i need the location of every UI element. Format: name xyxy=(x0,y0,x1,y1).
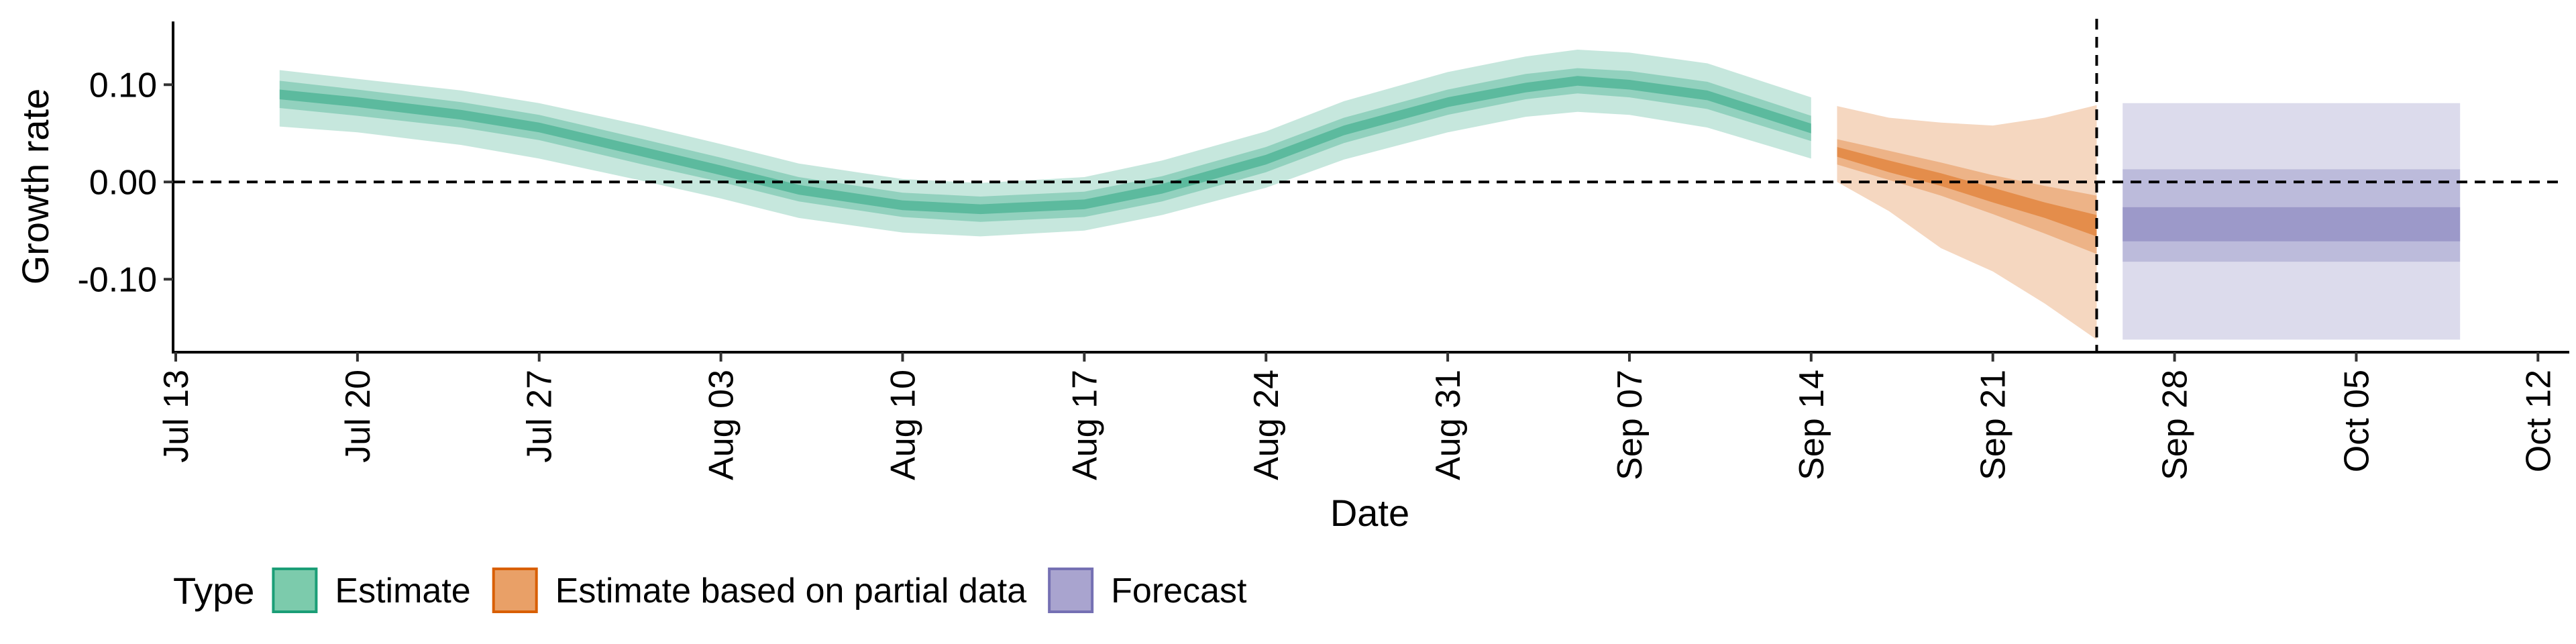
series-2 xyxy=(2123,103,2461,340)
legend-label-2: Forecast xyxy=(1111,572,1247,610)
legend-title: Type xyxy=(173,570,254,612)
legend: Type Estimate Estimate based on partial da… xyxy=(173,568,1247,613)
y-tick-label-0: 0.10 xyxy=(89,66,157,105)
x-tick-label-1: Jul 20 xyxy=(339,370,378,463)
y-tick-label-2: -0.10 xyxy=(77,260,157,299)
x-tick-label-4: Aug 10 xyxy=(884,370,923,480)
series-1 xyxy=(1837,105,2097,340)
legend-key-2 xyxy=(1048,568,1094,613)
x-tick-label-8: Sep 07 xyxy=(1611,370,1650,480)
legend-key-0 xyxy=(272,568,318,613)
band-50-series-2 xyxy=(2123,169,2461,262)
legend-label-0: Estimate xyxy=(335,572,470,610)
y-tick-label-1: 0.00 xyxy=(89,163,157,202)
band-20-series-0 xyxy=(279,76,1811,215)
legend-label-1: Estimate based on partial data xyxy=(555,572,1027,610)
x-axis-title: Date xyxy=(1330,492,1409,534)
reference-lines xyxy=(174,19,2564,352)
axes xyxy=(172,21,2569,354)
band-50-series-0 xyxy=(279,68,1811,222)
band-50-series-1 xyxy=(1837,139,2097,254)
y-axis-title: Growth rate xyxy=(14,89,56,285)
band-90-series-0 xyxy=(279,50,1811,237)
x-tick-label-0: Jul 13 xyxy=(157,370,196,463)
x-tick-label-6: Aug 24 xyxy=(1247,370,1286,480)
band-90-series-2 xyxy=(2123,103,2461,340)
series-0 xyxy=(279,50,1811,237)
tick-layer: 0.10 0.00 -0.10 Jul 13 Jul 20 Jul 27 Aug 03 Aug… xyxy=(77,66,2558,480)
x-tick-label-11: Sep 28 xyxy=(2156,370,2195,480)
x-tick-label-12: Oct 05 xyxy=(2337,370,2376,472)
x-tick-label-3: Aug 03 xyxy=(702,370,741,480)
band-90-series-1 xyxy=(1837,105,2097,340)
x-tick-label-9: Sep 14 xyxy=(1792,370,1831,480)
x-tick-label-13: Oct 12 xyxy=(2519,370,2558,472)
band-20-series-1 xyxy=(1837,147,2097,237)
legend-key-1 xyxy=(492,568,538,613)
band-20-series-2 xyxy=(2123,207,2461,241)
x-tick-label-10: Sep 21 xyxy=(1974,370,2013,480)
x-tick-label-2: Jul 27 xyxy=(521,370,559,463)
x-tick-label-5: Aug 17 xyxy=(1065,370,1104,480)
x-tick-label-7: Aug 31 xyxy=(1429,370,1468,480)
band-layer xyxy=(279,50,2461,340)
